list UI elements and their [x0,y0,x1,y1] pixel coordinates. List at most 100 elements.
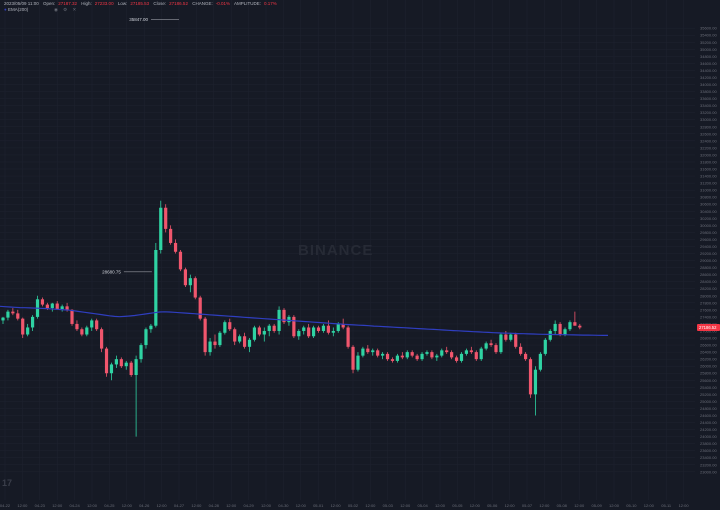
ema-legend[interactable]: ● EMA(200) [4,7,29,12]
time-tick-label: 12:00 [609,503,620,508]
time-tick-label: 05-01 [313,503,324,508]
candle-body [287,316,291,323]
candle-body [415,355,419,360]
price-tick-label: 27400.00 [700,314,717,319]
candle-body [228,322,232,330]
time-tick-label: 12:00 [122,503,133,508]
candle-body [573,322,577,326]
candle-body [183,269,188,286]
candle-body [302,327,306,331]
candle-body [336,323,340,331]
candle-body [410,352,414,356]
candle-body [405,352,409,358]
candle-body [341,323,345,328]
candle-body [119,359,123,367]
price-tick-label: 31000.00 [700,188,717,193]
candle-body [282,309,286,323]
price-tick-label: 25200.00 [700,392,717,397]
candle-body [178,251,183,270]
candle-body [321,325,326,331]
candle-body [425,352,429,354]
candle-body [90,320,94,328]
time-tick-label: 05-11 [661,503,672,508]
candle-body [267,325,271,331]
ema-legend-icons[interactable]: ◉ ⚙ ✕ [54,7,79,12]
candle-body [504,334,508,340]
time-tick-label: 05-04 [417,503,428,508]
price-tick-label: 30200.00 [700,216,717,221]
candle-body [262,330,266,335]
candle-body [578,325,582,328]
time-tick-label: 12:00 [435,503,446,508]
candle-body [445,350,449,353]
candle-body [390,359,395,361]
time-tick-label: 05-06 [487,503,498,508]
candle-body [366,348,370,353]
price-tick-label: 23600.00 [700,448,717,453]
time-tick-label: 05-10 [626,503,637,508]
candle-body [514,334,518,347]
extreme-price-marker: 35847.00 [129,17,180,22]
candle-body [568,322,572,330]
legend-timestamp: 2023/05/09 11:00 [4,1,39,6]
candle-body [331,330,335,333]
candles [1,200,582,437]
candle-body [435,355,439,358]
time-axis[interactable]: 04-22 12:00 04-23 12:00 04-24 12:00 04-25 12:00… [0,503,689,508]
legend-close-value: 27186.52 [169,1,188,6]
price-tick-label: 34800.00 [700,54,717,59]
legend-low-label: Low: [117,1,128,6]
candle-body [169,228,173,243]
marker-label: 35847.00 [129,17,148,22]
time-tick-label: 05-05 [452,503,463,508]
time-tick-label: 05-02 [348,503,359,508]
price-tick-label: 24400.00 [700,420,717,425]
candle-body [238,336,242,342]
candle-body [95,320,99,330]
candle-body [440,350,444,356]
candle-body [100,329,104,349]
candle-body [257,327,261,335]
candle-body [489,343,493,346]
price-tick-label: 28800.00 [700,265,717,270]
candle-body [376,350,380,356]
time-tick-label: 05-08 [557,503,568,508]
candle-body [173,242,178,252]
annotations: 35847.00 28680.75 [102,17,180,274]
price-tick-label: 28400.00 [700,279,717,284]
price-tick-label: 32400.00 [700,138,717,143]
candle-body [326,325,330,333]
candle-body [553,323,557,331]
candle-body [21,318,25,335]
grid-lines [0,0,695,500]
time-tick-label: 04-23 [35,503,46,508]
candle-body [523,353,528,360]
time-tick-label: 12:00 [261,503,272,508]
price-axis[interactable]: 35600.00 35400.00 35200.00 35000.00 34800.00… [700,26,717,475]
tradingview-logo: 17 [2,478,13,488]
time-tick-label: 05-03 [383,503,394,508]
candle-body [247,339,252,347]
price-tick-label: 26400.00 [700,350,717,355]
price-tick-label: 26600.00 [700,343,717,348]
price-tick-label: 34200.00 [700,75,717,80]
legend-low-value: 27185.53 [130,1,150,6]
current-price-tag: 27186.52 [697,323,720,331]
extreme-price-marker: 28680.75 [102,269,152,274]
ema-line [0,305,608,336]
binance-watermark: BINANCE [298,242,374,259]
candle-body [346,327,350,347]
time-tick-label: 12:00 [539,503,550,508]
candle-body [213,341,217,346]
time-tick-label: 12:00 [191,503,202,508]
time-tick-label: 04-29 [243,503,254,508]
price-tick-label: 31600.00 [700,167,717,172]
time-tick-label: 04-27 [174,503,185,508]
time-tick-label: 12:00 [331,503,342,508]
candle-body [109,364,114,374]
candle-body [164,207,168,229]
ohlc-legend: 2023/05/09 11:00 Open: 27187.32 High: 2723… [4,1,280,6]
candle-body [144,329,148,346]
price-tag-box [697,323,720,331]
